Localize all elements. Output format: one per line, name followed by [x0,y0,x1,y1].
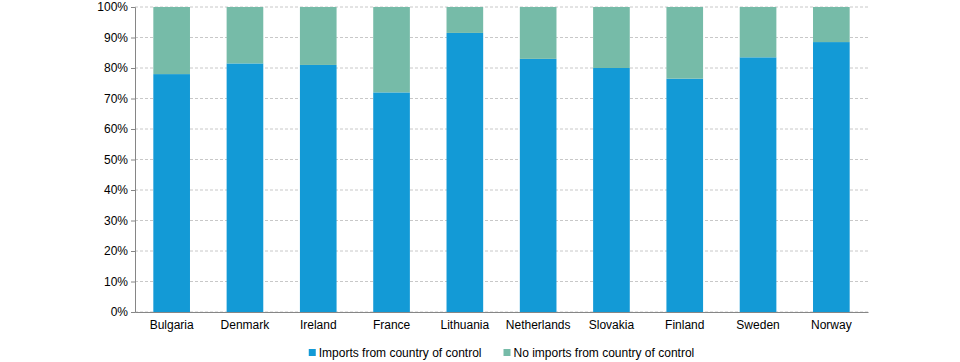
plot: 0% 10% 20% 30% 40% 50% 60% 70% 80% 90% 100% Bulgari… [97,0,868,331]
bar [373,92,410,312]
tick-label: 10% [104,275,128,289]
legend-swatch [504,349,511,356]
tick: 70% [104,92,135,106]
tick: 30% [104,214,135,228]
tick-label: 40% [104,183,128,197]
tick-label: Lithuania [440,318,489,332]
tick: 50% [104,153,135,167]
tick: Bulgaria [150,312,194,332]
tick-label: France [373,318,411,332]
tick-label: 60% [104,122,128,136]
legend-label: Imports from country of control [319,346,482,360]
tick-label: Bulgaria [150,318,194,332]
bar [227,7,264,63]
bar [300,7,337,65]
tick: Sweden [736,312,779,332]
bar [740,7,777,57]
tick-label: 100% [97,0,128,14]
bar [520,59,557,312]
tick-label: Finland [665,318,704,332]
bar [593,7,630,68]
bar [666,7,703,79]
legend-item: Imports from country of control [309,346,482,360]
tick: 80% [104,61,135,75]
tick-label: 30% [104,214,128,228]
tick: France [373,312,411,332]
tick: 20% [104,244,135,258]
tick-label: 70% [104,92,128,106]
tick-mark [131,7,135,8]
legend: Imports from country of control No import… [309,346,694,360]
bar [153,74,190,312]
tick-label: Slovakia [589,318,635,332]
tick-label: 80% [104,61,128,75]
tick-label: Ireland [300,318,337,332]
tick: Lithuania [440,312,489,332]
chart: 0% 10% 20% 30% 40% 50% 60% 70% 80% 90% 100% Bulgari… [0,0,960,362]
bars [153,7,849,312]
tick: 40% [104,183,135,197]
bar [666,79,703,312]
tick-mark [131,129,135,130]
tick: Ireland [300,312,337,332]
tick: 10% [104,275,135,289]
tick: Norway [811,312,852,332]
tick-mark [131,68,135,69]
tick-mark [131,38,135,39]
bar [447,33,484,312]
tick-mark [131,282,135,283]
bar [300,65,337,312]
axis-line [136,312,869,313]
legend-label: No imports from country of control [514,346,695,360]
tick-mark [131,221,135,222]
tick-label: Netherlands [506,318,571,332]
tick: Slovakia [589,312,635,332]
y-axis: 0% 10% 20% 30% 40% 50% 60% 70% 80% 90% 100% [97,0,135,319]
bar [813,42,850,312]
grid [135,7,868,312]
tick-label: 0% [111,305,129,319]
bar [520,7,557,59]
legend-item: No imports from country of control [504,346,695,360]
tick-label: 50% [104,153,128,167]
tick-mark [131,160,135,161]
tick: 60% [104,122,135,136]
tick-mark [131,190,135,191]
bar [373,7,410,92]
tick-mark [131,99,135,100]
bar [447,7,484,33]
tick: Denmark [221,312,271,332]
tick-label: Denmark [221,318,271,332]
tick: 90% [104,31,135,45]
tick-mark [131,312,135,313]
bar [740,57,777,312]
tick: Netherlands [506,312,571,332]
bar [227,63,264,312]
tick-label: Norway [811,318,852,332]
tick: Finland [665,312,704,332]
tick-mark [131,251,135,252]
tick-label: 20% [104,244,128,258]
tick-label: 90% [104,31,128,45]
axis-line [131,8,136,313]
tick: 100% [97,0,135,14]
bar [593,68,630,312]
tick-label: Sweden [736,318,779,332]
legend-swatch [309,349,316,356]
x-axis: Bulgaria Denmark Ireland France Lithuania Net… [136,312,869,332]
tick: 0% [111,305,135,319]
bar [813,7,850,42]
bar [153,7,190,74]
